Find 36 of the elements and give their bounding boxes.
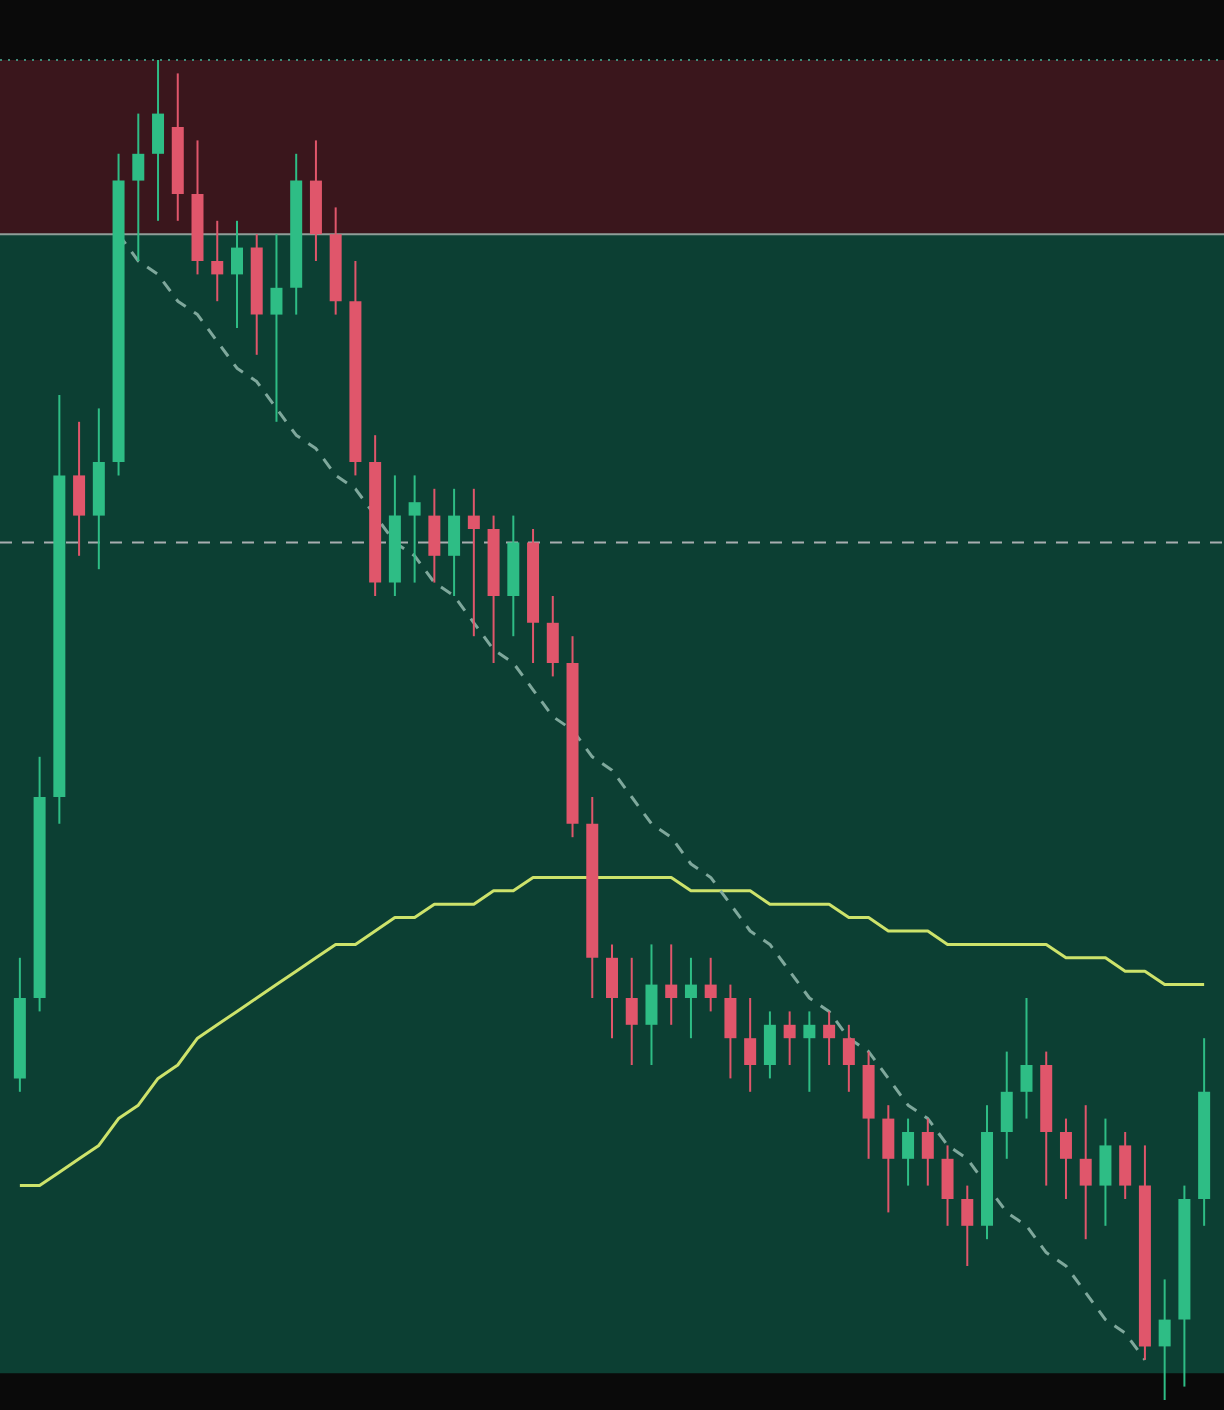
candlestick xyxy=(606,943,618,1040)
candlestick xyxy=(1119,1131,1132,1200)
candlestick xyxy=(1000,1050,1013,1160)
candlestick xyxy=(704,956,717,1013)
candlestick xyxy=(961,1184,974,1267)
candlestick xyxy=(270,233,283,423)
candlestick xyxy=(921,1117,934,1187)
candlestick xyxy=(428,487,441,584)
candlestick xyxy=(744,997,757,1093)
candlestick xyxy=(1079,1104,1092,1241)
candlestick xyxy=(842,1023,855,1093)
candlestick xyxy=(1059,1117,1072,1200)
candlestick xyxy=(230,219,243,329)
candlestick xyxy=(941,1144,954,1227)
candlestick xyxy=(665,943,678,1026)
candlestick xyxy=(408,474,421,584)
candlestick xyxy=(882,1104,895,1214)
candlestick xyxy=(448,487,461,597)
candlestick xyxy=(132,112,145,262)
candlestick xyxy=(625,956,638,1066)
candlestick xyxy=(803,1010,816,1093)
candlestick xyxy=(763,1010,776,1080)
candlestick xyxy=(1158,1278,1171,1401)
candlestick xyxy=(467,487,480,638)
candlestick xyxy=(1020,997,1033,1120)
candlestick xyxy=(783,1010,796,1066)
candlestick xyxy=(684,956,697,1040)
candlestick xyxy=(211,219,224,303)
candlestick xyxy=(73,420,86,557)
candlestick xyxy=(546,595,559,678)
candlestick xyxy=(645,943,658,1066)
candlestick xyxy=(152,59,165,222)
candlestick xyxy=(902,1117,915,1187)
candlestick xyxy=(1099,1117,1112,1227)
candlestick xyxy=(724,983,737,1080)
candlestick xyxy=(823,1010,836,1066)
